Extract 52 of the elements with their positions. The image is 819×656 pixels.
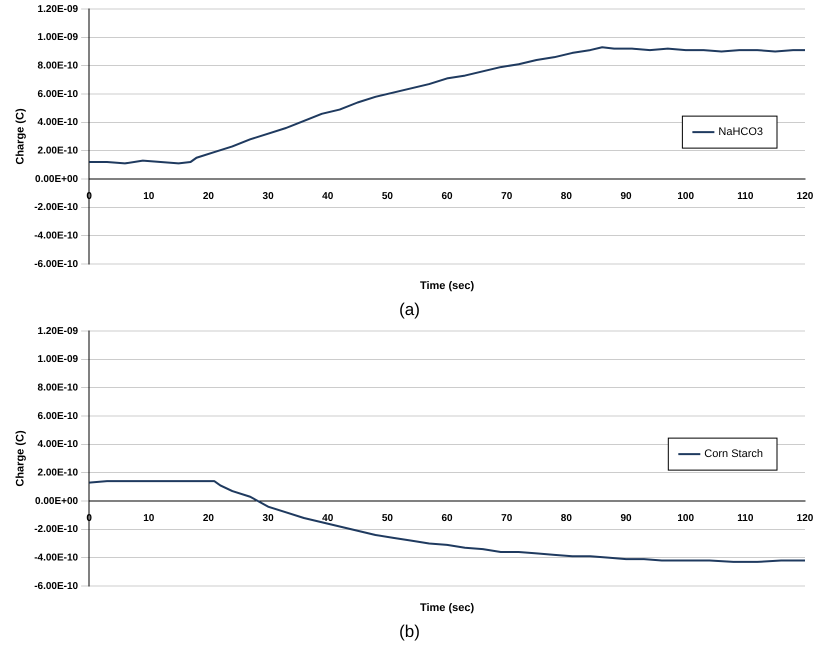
y-tick-label: 8.00E-10 <box>38 60 79 72</box>
y-tick-label: 0.00E+00 <box>35 174 79 185</box>
y-tick-label: 1.20E-09 <box>38 326 79 337</box>
x-tick-label: 100 <box>677 512 694 524</box>
x-tick-label: 80 <box>560 512 572 524</box>
y-tick-label: -2.00E-10 <box>34 524 79 536</box>
x-axis-title: Time (sec) <box>420 280 474 292</box>
y-tick-label: 0.00E+00 <box>35 496 79 507</box>
legend-label: NaHCO3 <box>718 126 763 138</box>
y-tick-label: 4.00E-10 <box>38 117 79 128</box>
x-tick-label: 70 <box>501 190 513 202</box>
y-tick-label: 8.00E-10 <box>38 382 79 394</box>
x-tick-label: 110 <box>737 190 754 202</box>
x-tick-label: 90 <box>620 190 632 202</box>
y-tick-label: 2.00E-10 <box>38 467 79 478</box>
y-tick-label: -6.00E-10 <box>34 258 79 270</box>
y-tick-label: 1.20E-09 <box>38 4 79 15</box>
y-tick-label: -2.00E-10 <box>34 202 79 214</box>
y-tick-label: 2.00E-10 <box>38 145 79 156</box>
x-tick-label: 90 <box>620 512 632 524</box>
x-tick-label: 100 <box>677 190 694 202</box>
x-tick-label: 80 <box>560 190 572 202</box>
y-tick-label: 6.00E-10 <box>38 410 79 422</box>
text: (b) <box>398 621 421 643</box>
y-tick-label: 1.00E-09 <box>38 32 79 44</box>
y-axis-title: Charge (C) <box>14 108 27 165</box>
x-tick-label: 60 <box>441 190 454 202</box>
x-tick-label: 50 <box>382 190 394 202</box>
x-tick-label: 120 <box>796 512 814 524</box>
x-tick-label: 120 <box>796 190 814 202</box>
x-tick-label: 110 <box>737 512 754 524</box>
x-tick-label: 10 <box>143 512 155 524</box>
y-tick-label: 4.00E-10 <box>38 439 79 450</box>
x-axis-title: Time (sec) <box>420 602 474 614</box>
y-tick-label: 6.00E-10 <box>38 88 79 100</box>
y-tick-label: -4.00E-10 <box>34 552 79 564</box>
x-tick-label: 30 <box>262 512 274 524</box>
y-axis-title: Charge (C) <box>14 430 27 487</box>
x-tick-label: 20 <box>202 190 214 202</box>
x-tick-label: 70 <box>501 512 513 524</box>
text: (a) <box>398 299 421 321</box>
x-tick-label: 40 <box>322 512 334 524</box>
y-tick-label: 1.00E-09 <box>38 354 79 366</box>
y-tick-label: -6.00E-10 <box>34 580 79 592</box>
y-tick-label: -4.00E-10 <box>34 230 79 242</box>
x-tick-label: 60 <box>441 512 454 524</box>
x-tick-label: 50 <box>382 512 394 524</box>
x-tick-label: 40 <box>322 190 334 202</box>
legend-label: Corn Starch <box>704 448 764 460</box>
x-tick-label: 10 <box>143 190 155 202</box>
x-tick-label: 30 <box>262 190 274 202</box>
x-tick-label: 20 <box>202 512 214 524</box>
